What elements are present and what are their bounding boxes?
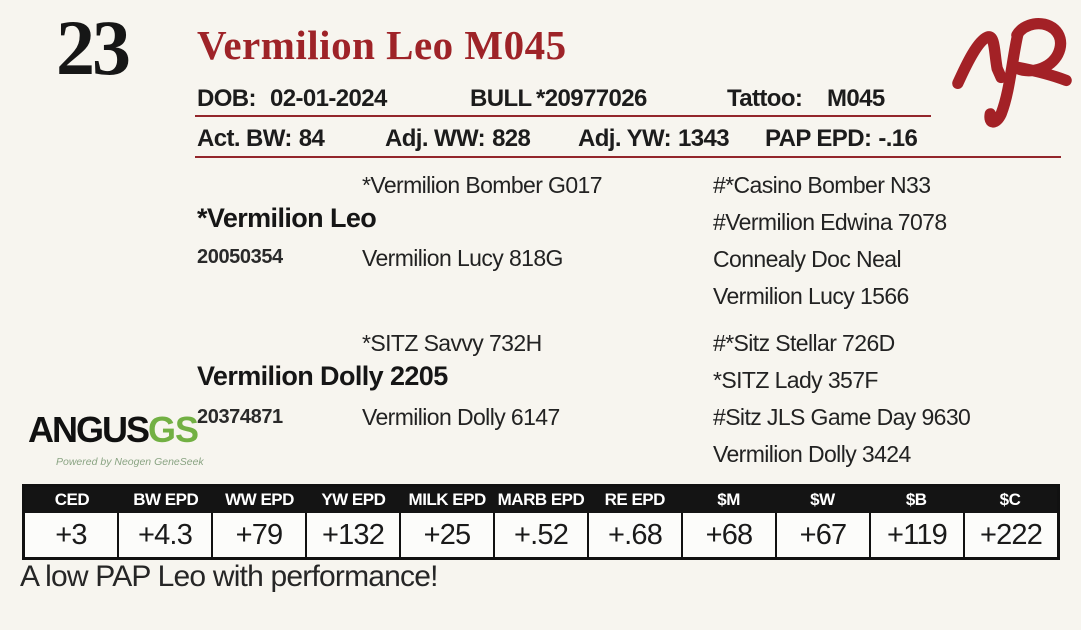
epd-header-dollar-m: $M	[717, 490, 740, 509]
footer-note: A low PAP Leo with performance!	[20, 560, 438, 593]
sire-paternal-granddam: #Vermilion Edwina 7078	[713, 209, 947, 235]
epd-value-bw: +4.3	[117, 513, 211, 557]
dam-of-dam: Vermilion Dolly 6147	[362, 404, 560, 430]
dam-of-sire: Vermilion Lucy 818G	[362, 245, 563, 271]
epd-value-re: +.68	[587, 513, 681, 557]
header-rule-bottom	[195, 156, 1061, 158]
bull-title: Vermilion Leo M045	[197, 22, 567, 68]
dam-name: Vermilion Dolly 2205	[197, 361, 448, 391]
stat-pap-epd-value: -.16	[878, 125, 918, 152]
angusgs-logo-tagline: Powered by Neogen GeneSeek	[56, 456, 204, 468]
epd-header-dollar-b: $B	[905, 490, 927, 509]
dam-maternal-granddam: Vermilion Dolly 3424	[713, 441, 911, 467]
stat-act-bw-value: 84	[298, 125, 325, 152]
stat-act-bw: Act. BW: 84	[197, 125, 325, 153]
epd-value-dollar-m: +68	[681, 513, 775, 557]
dob-label: DOB:	[197, 85, 257, 112]
sire-name: *Vermilion Leo	[197, 203, 377, 233]
sire-registration: 20050354	[197, 246, 283, 268]
epd-header-ced: CED	[54, 490, 90, 509]
epd-header-dollar-w: $W	[810, 490, 835, 509]
angusgs-logo-main: ANGUS	[28, 409, 150, 450]
epd-table: CED BW EPD WW EPD YW EPD MILK EPD MARB E…	[22, 484, 1060, 560]
epd-header-bw: BW EPD	[133, 490, 199, 509]
sire-maternal-granddam: Vermilion Lucy 1566	[713, 283, 909, 309]
sire-maternal-grandsire: Connealy Doc Neal	[713, 246, 902, 272]
epd-value-dollar-b: +119	[869, 513, 963, 557]
epd-value-ced: +3	[55, 518, 87, 551]
stat-pap-epd-label: PAP EPD:	[765, 125, 872, 152]
stat-adj-yw-label: Adj. YW:	[578, 125, 672, 152]
epd-value-milk: +25	[399, 513, 493, 557]
ranch-brand-icon	[952, 17, 1072, 128]
lot-number: 23	[56, 4, 131, 91]
epd-value-ww: +79	[211, 513, 305, 557]
dam-paternal-grandsire: #*Sitz Stellar 726D	[713, 330, 895, 356]
epd-header-re: RE EPD	[604, 490, 666, 509]
epd-header-marb: MARB EPD	[497, 490, 585, 509]
tattoo-value: M045	[827, 85, 885, 112]
stat-pap-epd: PAP EPD: -.16	[765, 125, 918, 153]
stat-adj-ww: Adj. WW: 828	[385, 125, 531, 153]
dam-paternal-granddam: *SITZ Lady 357F	[713, 367, 878, 393]
stat-adj-yw-value: 1343	[677, 125, 730, 152]
sex-label: BULL	[470, 85, 532, 112]
epd-table-header: CED BW EPD WW EPD YW EPD MILK EPD MARB E…	[25, 487, 1057, 513]
stat-act-bw-label: Act. BW:	[197, 125, 292, 152]
epd-value-dollar-c: +222	[963, 513, 1057, 557]
sire-paternal-grandsire: #*Casino Bomber N33	[713, 172, 931, 198]
epd-table-values: +3 +4.3 +79 +132 +25 +.52 +.68 +68 +67 +…	[25, 513, 1057, 557]
sire-of-sire: *Vermilion Bomber G017	[362, 172, 603, 198]
dob-value: 02-01-2024	[270, 85, 387, 112]
tattoo-label: Tattoo:	[727, 85, 803, 112]
epd-header-ww: WW EPD	[225, 490, 294, 509]
dam-registration: 20374871	[197, 406, 283, 428]
epd-header-dollar-c: $C	[999, 490, 1021, 509]
epd-value-yw: +132	[305, 513, 399, 557]
epd-value-dollar-w: +67	[775, 513, 869, 557]
registration-number: *20977026	[536, 85, 647, 112]
epd-value-marb: +.52	[493, 513, 587, 557]
angusgs-logo: ANGUSGS Powered by Neogen GeneSeek	[28, 409, 204, 469]
stat-adj-ww-label: Adj. WW:	[385, 125, 486, 152]
stat-adj-ww-value: 828	[492, 125, 531, 152]
sire-of-dam: *SITZ Savvy 732H	[362, 330, 542, 356]
header-rule-top	[195, 115, 931, 117]
stat-adj-yw: Adj. YW: 1343	[578, 125, 730, 153]
epd-header-milk: MILK EPD	[408, 490, 487, 509]
epd-header-yw: YW EPD	[321, 490, 386, 509]
dam-maternal-grandsire: #Sitz JLS Game Day 9630	[713, 404, 971, 430]
angusgs-logo-suffix: GS	[148, 409, 199, 450]
